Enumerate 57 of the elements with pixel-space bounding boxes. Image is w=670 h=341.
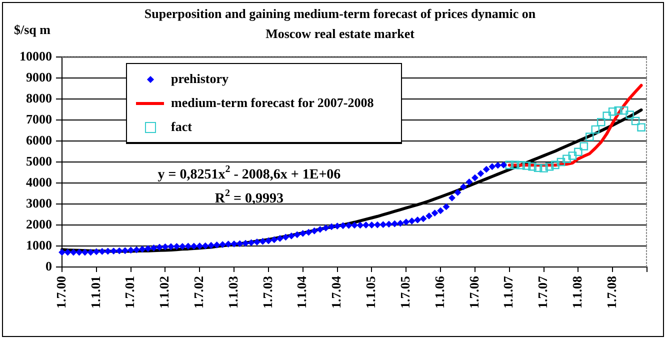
point [516,161,525,170]
x-tick-label: 1.7.08 [604,276,619,308]
point [614,106,622,115]
y-tick-label: 9000 [26,69,52,84]
point [631,116,640,126]
y-tick-label: 2000 [26,216,52,232]
point [551,160,560,170]
point [626,110,634,119]
y-tick-label: 6000 [26,132,52,148]
x-tick-label: 1.7.07 [535,276,550,308]
x-tick-label: 1.7.00 [53,276,68,308]
point [596,118,606,126]
legend-label: prehistory [171,71,229,87]
point [505,160,514,170]
y-tick-label: 1000 [26,237,52,252]
point [534,164,542,172]
y-axis-title: $/sq m [14,22,50,38]
x-tick-label: 1.1.03 [225,276,240,308]
x-tick-label: 1.7.05 [397,276,412,308]
point [545,162,554,171]
x-tick-label: 1.1.06 [432,276,447,308]
x-tick-label: 1.1.04 [294,276,310,308]
x-tick-label: 1.7.01 [122,276,138,308]
point [608,107,617,116]
y-tick-label: 0 [46,258,52,274]
legend-label: fact [171,119,192,135]
point [586,132,594,141]
x-tick-label: 1.1.01 [88,276,103,308]
x-tick-label: 1.1.05 [363,276,378,308]
point [540,164,548,172]
y-tick-label: 5000 [26,153,52,168]
point [620,106,628,115]
point [510,160,520,170]
point [562,154,571,163]
y-tick-label: 3000 [26,195,52,210]
point [591,125,600,134]
point [602,112,611,120]
point [528,162,536,171]
point [637,123,646,132]
y-tick-label: 10000 [20,48,52,64]
point [556,158,566,166]
x-tick-label: 1.7.03 [260,276,275,308]
point [568,152,577,160]
y-tick-label: 7000 [26,111,52,126]
y-tick-label: 4000 [26,174,52,190]
x-tick-label: 1.1.07 [500,276,516,308]
x-tick-label: 1.1.02 [156,276,172,308]
point [580,142,588,150]
x-tick-label: 1.7.06 [466,276,482,308]
y-tick-label: 8000 [26,90,52,106]
x-tick-label: 1.7.02 [191,276,206,308]
x-tick-label: 1.7.04 [328,276,344,308]
legend-label: medium-term forecast for 2007-2008 [171,95,374,111]
point [574,148,582,156]
point [522,162,531,170]
chart-title: Superposition and gaining medium-term forecast of prices dynamic on Moscow real estate market [143,5,537,43]
x-tick-label: 1.1.08 [570,276,585,308]
